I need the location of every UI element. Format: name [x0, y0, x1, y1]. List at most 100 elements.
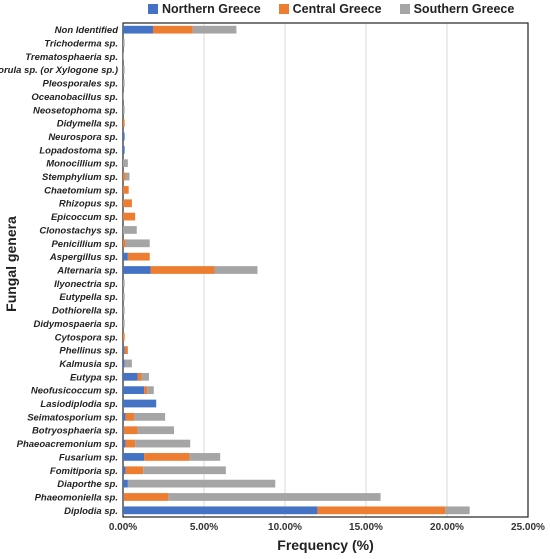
bar-northern-greece-seimatosporium-sp: [123, 412, 126, 421]
bar-northern-greece-fusarium-sp: [123, 453, 145, 461]
bar-central-greece-phellinus-sp: [124, 346, 128, 354]
bar-northern-greece-botryosphaeria-sp: [123, 426, 124, 435]
bar-northern-greece-aspergillus-sp: [123, 252, 128, 261]
x-tick-label: 5.00%: [190, 522, 218, 533]
bar-northern-greece-fomitiporia-sp: [123, 466, 126, 475]
bar-southern-greece-non-identified: [192, 25, 237, 34]
bar-southern-greece-oceanobacillus-sp: [123, 92, 124, 101]
y-tick-label: Phaeomoniella sp.: [35, 492, 118, 503]
legend-swatch-southern-greece: [399, 4, 410, 14]
y-tick-label: Lasiodiplodia sp.: [40, 399, 118, 410]
bar-northern-greece-phaeomoniella-sp: [123, 493, 124, 501]
legend-item-northern-greece: Northern Greece: [148, 2, 261, 16]
bar-southern-greece-neosetophoma-sp: [123, 105, 125, 114]
bar-southern-greece-eutypa-sp: [141, 372, 149, 381]
x-tick-label: 25.00%: [511, 522, 545, 533]
y-tick-label: Botryosphaeria sp.: [32, 426, 118, 437]
bar-central-greece-phaeomoniella-sp: [123, 493, 169, 501]
bar-northern-greece-lopadostoma-sp: [123, 145, 125, 154]
x-tick-label: 0.00%: [109, 522, 137, 533]
y-axis-title: Fungal genera: [3, 216, 19, 312]
bar-northern-greece-neofusicoccum-sp: [123, 386, 145, 395]
bar-southern-greece-diplodia-sp: [445, 506, 470, 515]
bar-southern-greece-phaeomoniella-sp: [168, 493, 381, 501]
y-tick-label: Clonostachys sp.: [39, 225, 118, 236]
bar-central-greece-alternaria-sp: [150, 266, 215, 274]
x-tick-label: 15.00%: [349, 522, 383, 533]
bar-northern-greece-diaporthe-sp: [123, 479, 128, 488]
bar-northern-greece-diplodia-sp: [123, 506, 318, 515]
y-tick-label: Seimatosporium sp.: [27, 412, 118, 423]
y-tick-label: Neosetophoma sp.: [33, 105, 118, 116]
bar-southern-greece-phaeoacremonium-sp: [135, 439, 191, 448]
y-tick-label: Chaetomium sp.: [44, 185, 118, 196]
bar-southern-greece-neofusicoccum-sp: [147, 386, 154, 395]
bar-southern-greece-clonostachys-sp: [123, 226, 137, 234]
bar-southern-greece-trichoderma-sp: [123, 39, 125, 47]
bar-southern-greece-fusarium-sp: [189, 453, 221, 461]
bar-southern-greece-monocillium-sp: [123, 159, 128, 168]
bar-northern-greece-kalmusia-sp: [123, 359, 125, 368]
bar-central-greece-aspergillus-sp: [127, 252, 150, 261]
y-tick-label: Neurospora sp.: [48, 132, 118, 143]
bar-northern-greece-eutypa-sp: [123, 372, 138, 381]
y-tick-label: Pleosporales sp.: [42, 79, 118, 90]
bar-southern-greece-botryosphaeria-sp: [137, 426, 175, 435]
y-tick-label: Eutypella sp.: [59, 292, 118, 303]
bar-southern-greece-stemphylium-sp: [125, 172, 130, 181]
bar-northern-greece-phellinus-sp: [123, 346, 125, 354]
bar-southern-greece-fomitiporia-sp: [143, 466, 226, 475]
y-tick-label: Didymospaeria sp.: [34, 319, 118, 330]
bar-southern-greece-alternaria-sp: [214, 266, 258, 274]
legend: Northern Greece Central Greece Southern …: [148, 0, 514, 18]
legend-swatch-central-greece: [278, 4, 289, 14]
y-tick-label: Epicoccum sp.: [51, 212, 118, 223]
y-tick-label: Diaporthe sp.: [57, 479, 118, 490]
bar-central-greece-rhizopus-sp: [123, 199, 132, 208]
bar-central-greece-epicoccum-sp: [123, 212, 136, 221]
y-tick-label: Phaeoacremonium sp.: [17, 439, 118, 450]
x-tick-label: 20.00%: [430, 522, 464, 533]
bar-central-greece-fomitiporia-sp: [125, 466, 144, 475]
y-tick-label: Penicillium sp.: [51, 239, 118, 250]
bar-central-greece-stemphylium-sp: [123, 172, 126, 181]
legend-swatch-northern-greece: [148, 4, 158, 14]
y-tick-label: Trematosphaeria sp.: [25, 52, 118, 63]
x-axis-title: Frequency (%): [277, 537, 374, 553]
y-tick-label: Non Identified: [55, 25, 119, 36]
bar-southern-greece-ilyonectria-sp: [123, 279, 125, 288]
bar-central-greece-non-identified: [152, 25, 193, 34]
y-tick-label: Fusarium sp.: [59, 452, 118, 463]
bar-central-greece-diplodia-sp: [317, 506, 446, 515]
legend-item-central-greece: Central Greece: [278, 2, 382, 16]
y-tick-label: Torula sp. (or Xylogone sp.): [0, 65, 118, 76]
bar-central-greece-didymella-sp: [123, 119, 125, 128]
y-tick-label: Dothiorella sp.: [52, 306, 118, 317]
y-tick-label: Fomitiporia sp.: [50, 466, 118, 477]
bar-southern-greece-penicillium-sp: [125, 239, 150, 248]
bar-southern-greece-seimatosporium-sp: [134, 412, 166, 421]
bar-southern-greece-torula-sp-or-xylogone-sp: [123, 65, 125, 74]
bar-southern-greece-didymospaeria-sp: [123, 319, 125, 328]
x-tick-label: 10.00%: [268, 522, 302, 533]
y-tick-label: Oceanobacillus sp.: [31, 92, 118, 103]
bar-northern-greece-non-identified: [123, 25, 153, 34]
y-tick-label: Monocillium sp.: [46, 159, 118, 170]
y-tick-label: Didymella sp.: [57, 119, 118, 130]
legend-item-southern-greece: Southern Greece: [399, 2, 514, 16]
bar-southern-greece-kalmusia-sp: [124, 359, 132, 368]
legend-label-central-greece: Central Greece: [292, 2, 382, 16]
bar-northern-greece-lasiodiplodia-sp: [123, 399, 157, 408]
y-tick-label: Rhizopus sp.: [59, 199, 118, 210]
y-tick-label: Alternaria sp.: [56, 266, 118, 277]
y-tick-label: Stemphylium sp.: [42, 172, 118, 183]
bar-central-greece-seimatosporium-sp: [125, 412, 135, 421]
bar-southern-greece-pleosporales-sp: [123, 79, 125, 87]
bar-central-greece-phaeoacremonium-sp: [125, 439, 136, 448]
bar-central-greece-chaetomium-sp: [123, 186, 129, 194]
bar-central-greece-fusarium-sp: [144, 453, 190, 461]
bar-southern-greece-diaporthe-sp: [127, 479, 276, 488]
y-tick-label: Aspergillus sp.: [49, 252, 118, 263]
y-tick-label: Phellinus sp.: [59, 346, 118, 357]
